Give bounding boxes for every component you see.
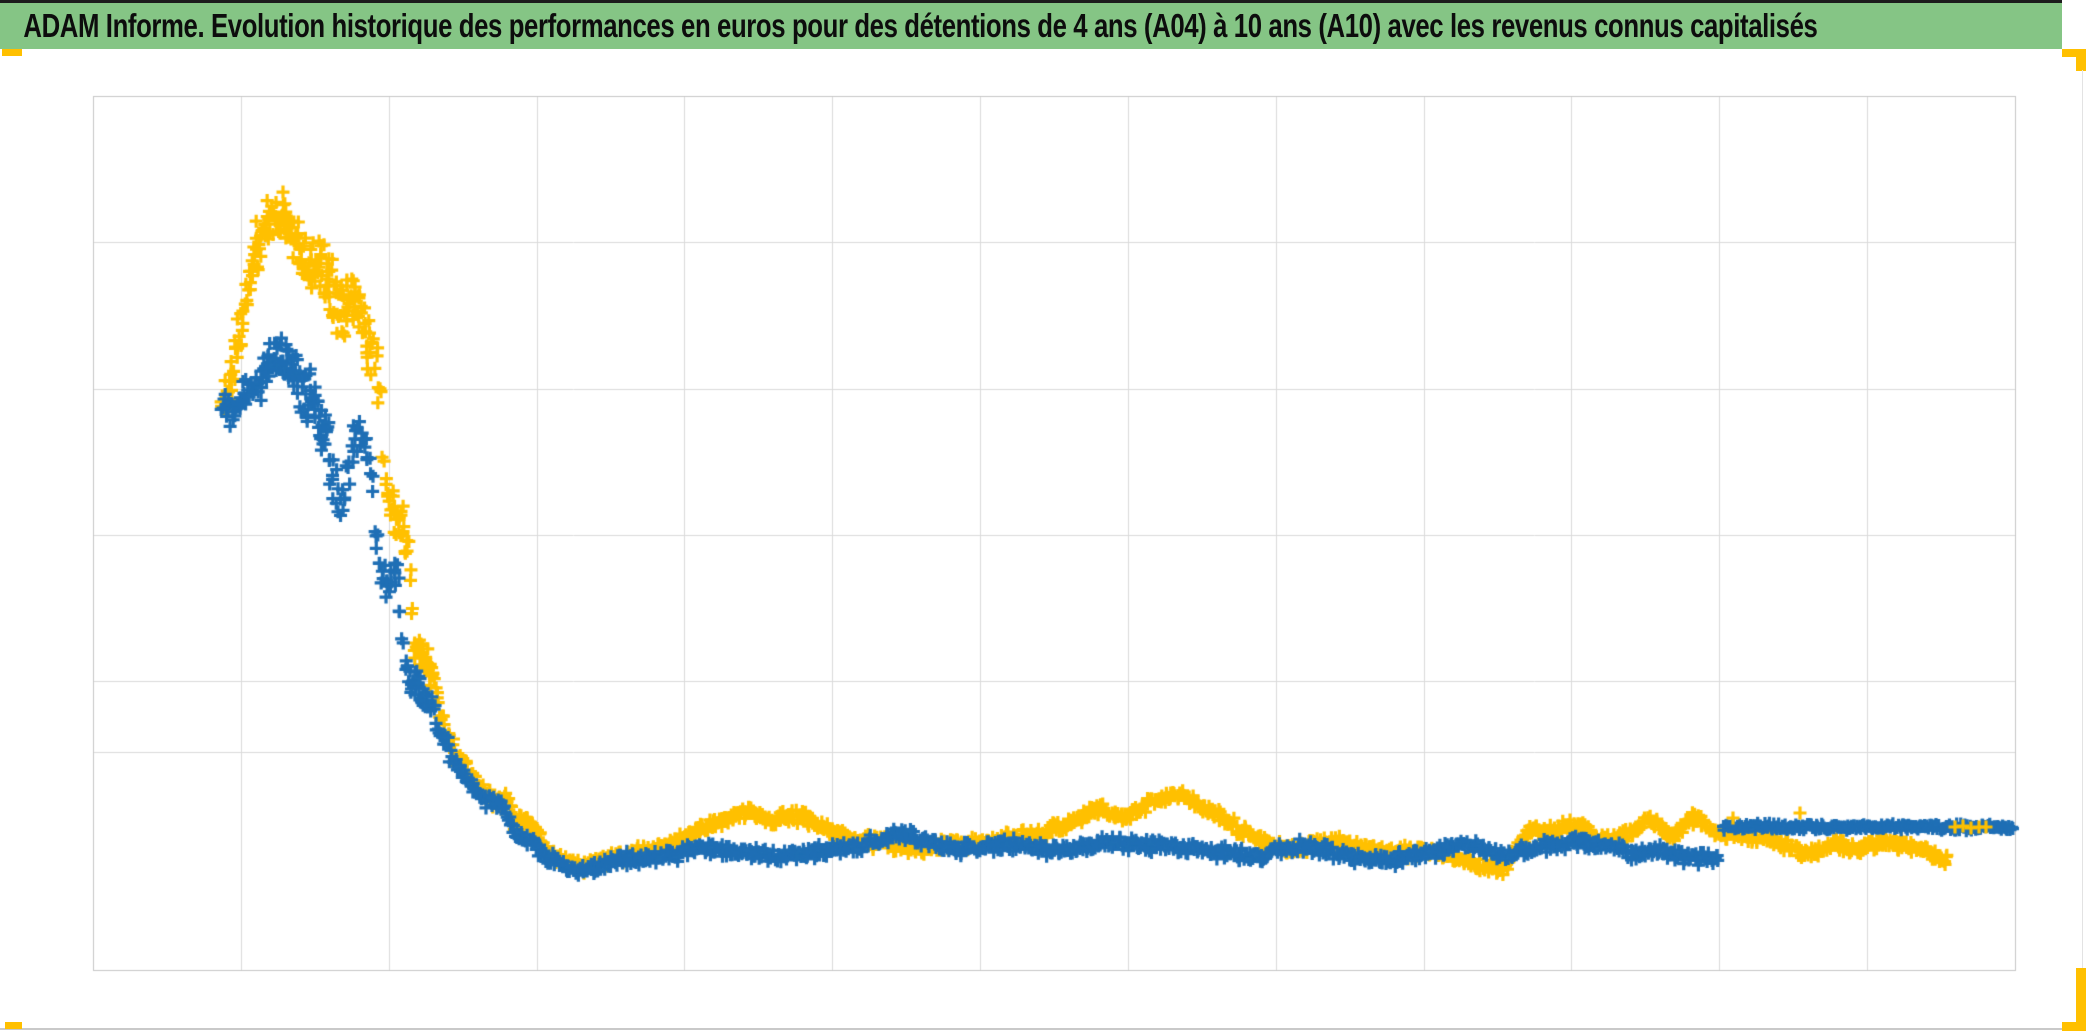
corner-accent-top-right	[2062, 49, 2086, 57]
corner-accent-top-right-vertical	[2076, 49, 2086, 71]
bottom-edge-rule	[0, 1028, 2078, 1030]
corner-accent-bottom-right-vertical	[2076, 968, 2086, 1031]
corner-accent-bottom-left	[5, 1022, 22, 1029]
corner-accent-top-left	[2, 49, 22, 56]
corner-accent-bottom-right	[2062, 1022, 2086, 1031]
right-edge-rule	[2082, 70, 2083, 968]
